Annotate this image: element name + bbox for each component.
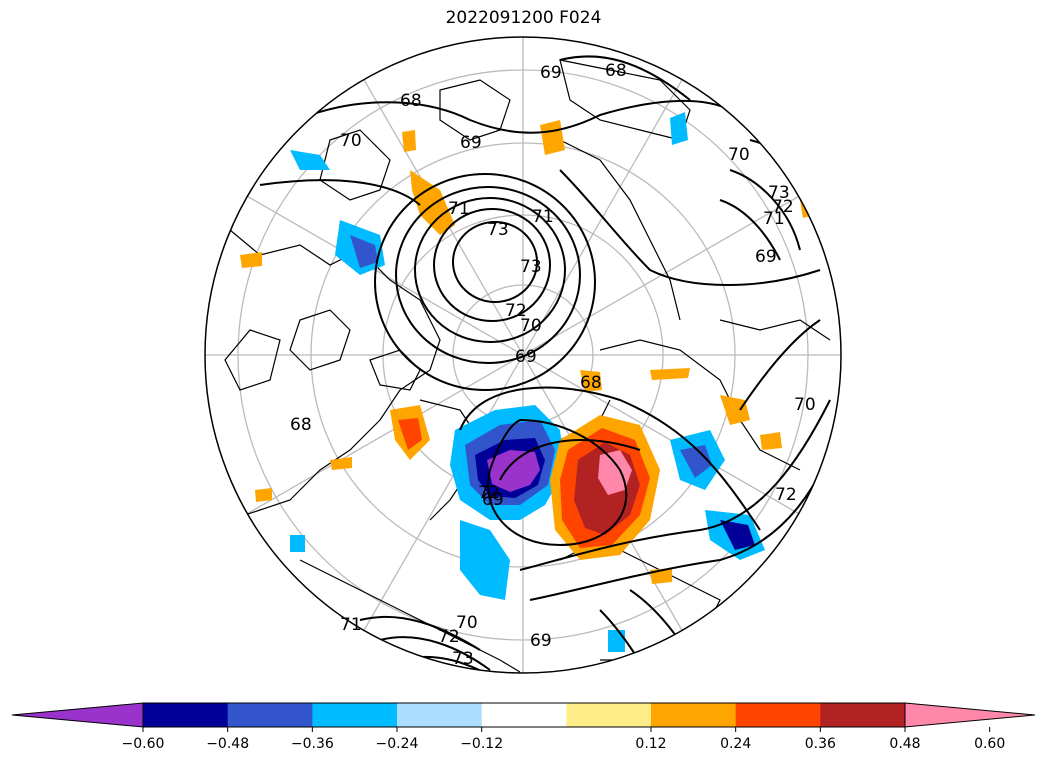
map-border [204, 36, 842, 674]
contour-label: 72 [478, 483, 500, 503]
colorbar-segment [397, 703, 483, 727]
colorbar-tick-label: 0.24 [720, 736, 752, 752]
colorbar-tick-label: −0.36 [290, 736, 334, 752]
colorbar-tick-label: 0.36 [804, 736, 836, 752]
contour-label: 70 [728, 145, 750, 165]
contour-labels: 68 68 70 69 71 73 71 73 72 70 69 70 73 7… [290, 61, 816, 669]
colorbar-tick-label: 0.48 [889, 736, 921, 752]
colorbar-segment [566, 703, 652, 727]
contour-label: 73 [452, 649, 474, 669]
colorbar-segment [481, 703, 567, 727]
colorbar-segment [820, 703, 906, 727]
colorbar-segment [227, 703, 313, 727]
coastlines [224, 59, 831, 673]
contour-label: 70 [456, 613, 478, 633]
polar-map: 68 68 70 69 71 73 71 73 72 70 69 70 73 7… [204, 36, 842, 674]
contour-label: 68 [580, 373, 602, 393]
contour-label: 72 [775, 485, 797, 505]
contour-label: 70 [794, 395, 816, 415]
contour-label: 73 [768, 183, 790, 203]
colorbar-tick-label: 0.12 [635, 736, 667, 752]
contour-label: 69 [482, 490, 504, 510]
contour-label: 69 [530, 631, 552, 651]
colorbar-segment [735, 703, 821, 727]
colorbar-segment [651, 703, 737, 727]
contour-label: 68 [400, 91, 422, 111]
colorbar [11, 702, 1036, 732]
colorbar-tick-label: −0.60 [121, 736, 165, 752]
contour-label: 69 [755, 247, 777, 267]
contour-label: 69 [460, 133, 482, 153]
contour-label: 68 [605, 61, 627, 81]
contour-label: 72 [438, 627, 460, 647]
colorbar-extend-max [904, 702, 1036, 728]
contour-label: 71 [532, 207, 554, 227]
anomaly-fills [240, 112, 815, 652]
map-title: 2022091200 F024 [445, 8, 602, 28]
colorbar-segment [143, 703, 229, 727]
colorbar-segment [312, 703, 398, 727]
contour-label: 71 [340, 615, 362, 635]
colorbar-tick-label: −0.12 [460, 736, 504, 752]
colorbar-extend-min [11, 702, 144, 728]
contour-label: 72 [505, 301, 527, 321]
contour-label: 71 [763, 209, 785, 229]
contour-label: 73 [520, 257, 542, 277]
contour-label: 72 [772, 197, 794, 217]
contour-label: 69 [515, 347, 537, 367]
contour-label: 68 [290, 415, 312, 435]
colorbar-tick-label: 0.60 [974, 736, 1006, 752]
contour-label: 73 [487, 220, 509, 240]
colorbar-tick-label: −0.24 [375, 736, 419, 752]
colorbar-tick-label: −0.48 [206, 736, 250, 752]
contour-label: 70 [340, 131, 362, 151]
contour-label: 71 [448, 199, 470, 219]
colorbar-frame [142, 702, 906, 728]
contour-label: 69 [540, 63, 562, 83]
contour-label: 70 [520, 316, 542, 336]
